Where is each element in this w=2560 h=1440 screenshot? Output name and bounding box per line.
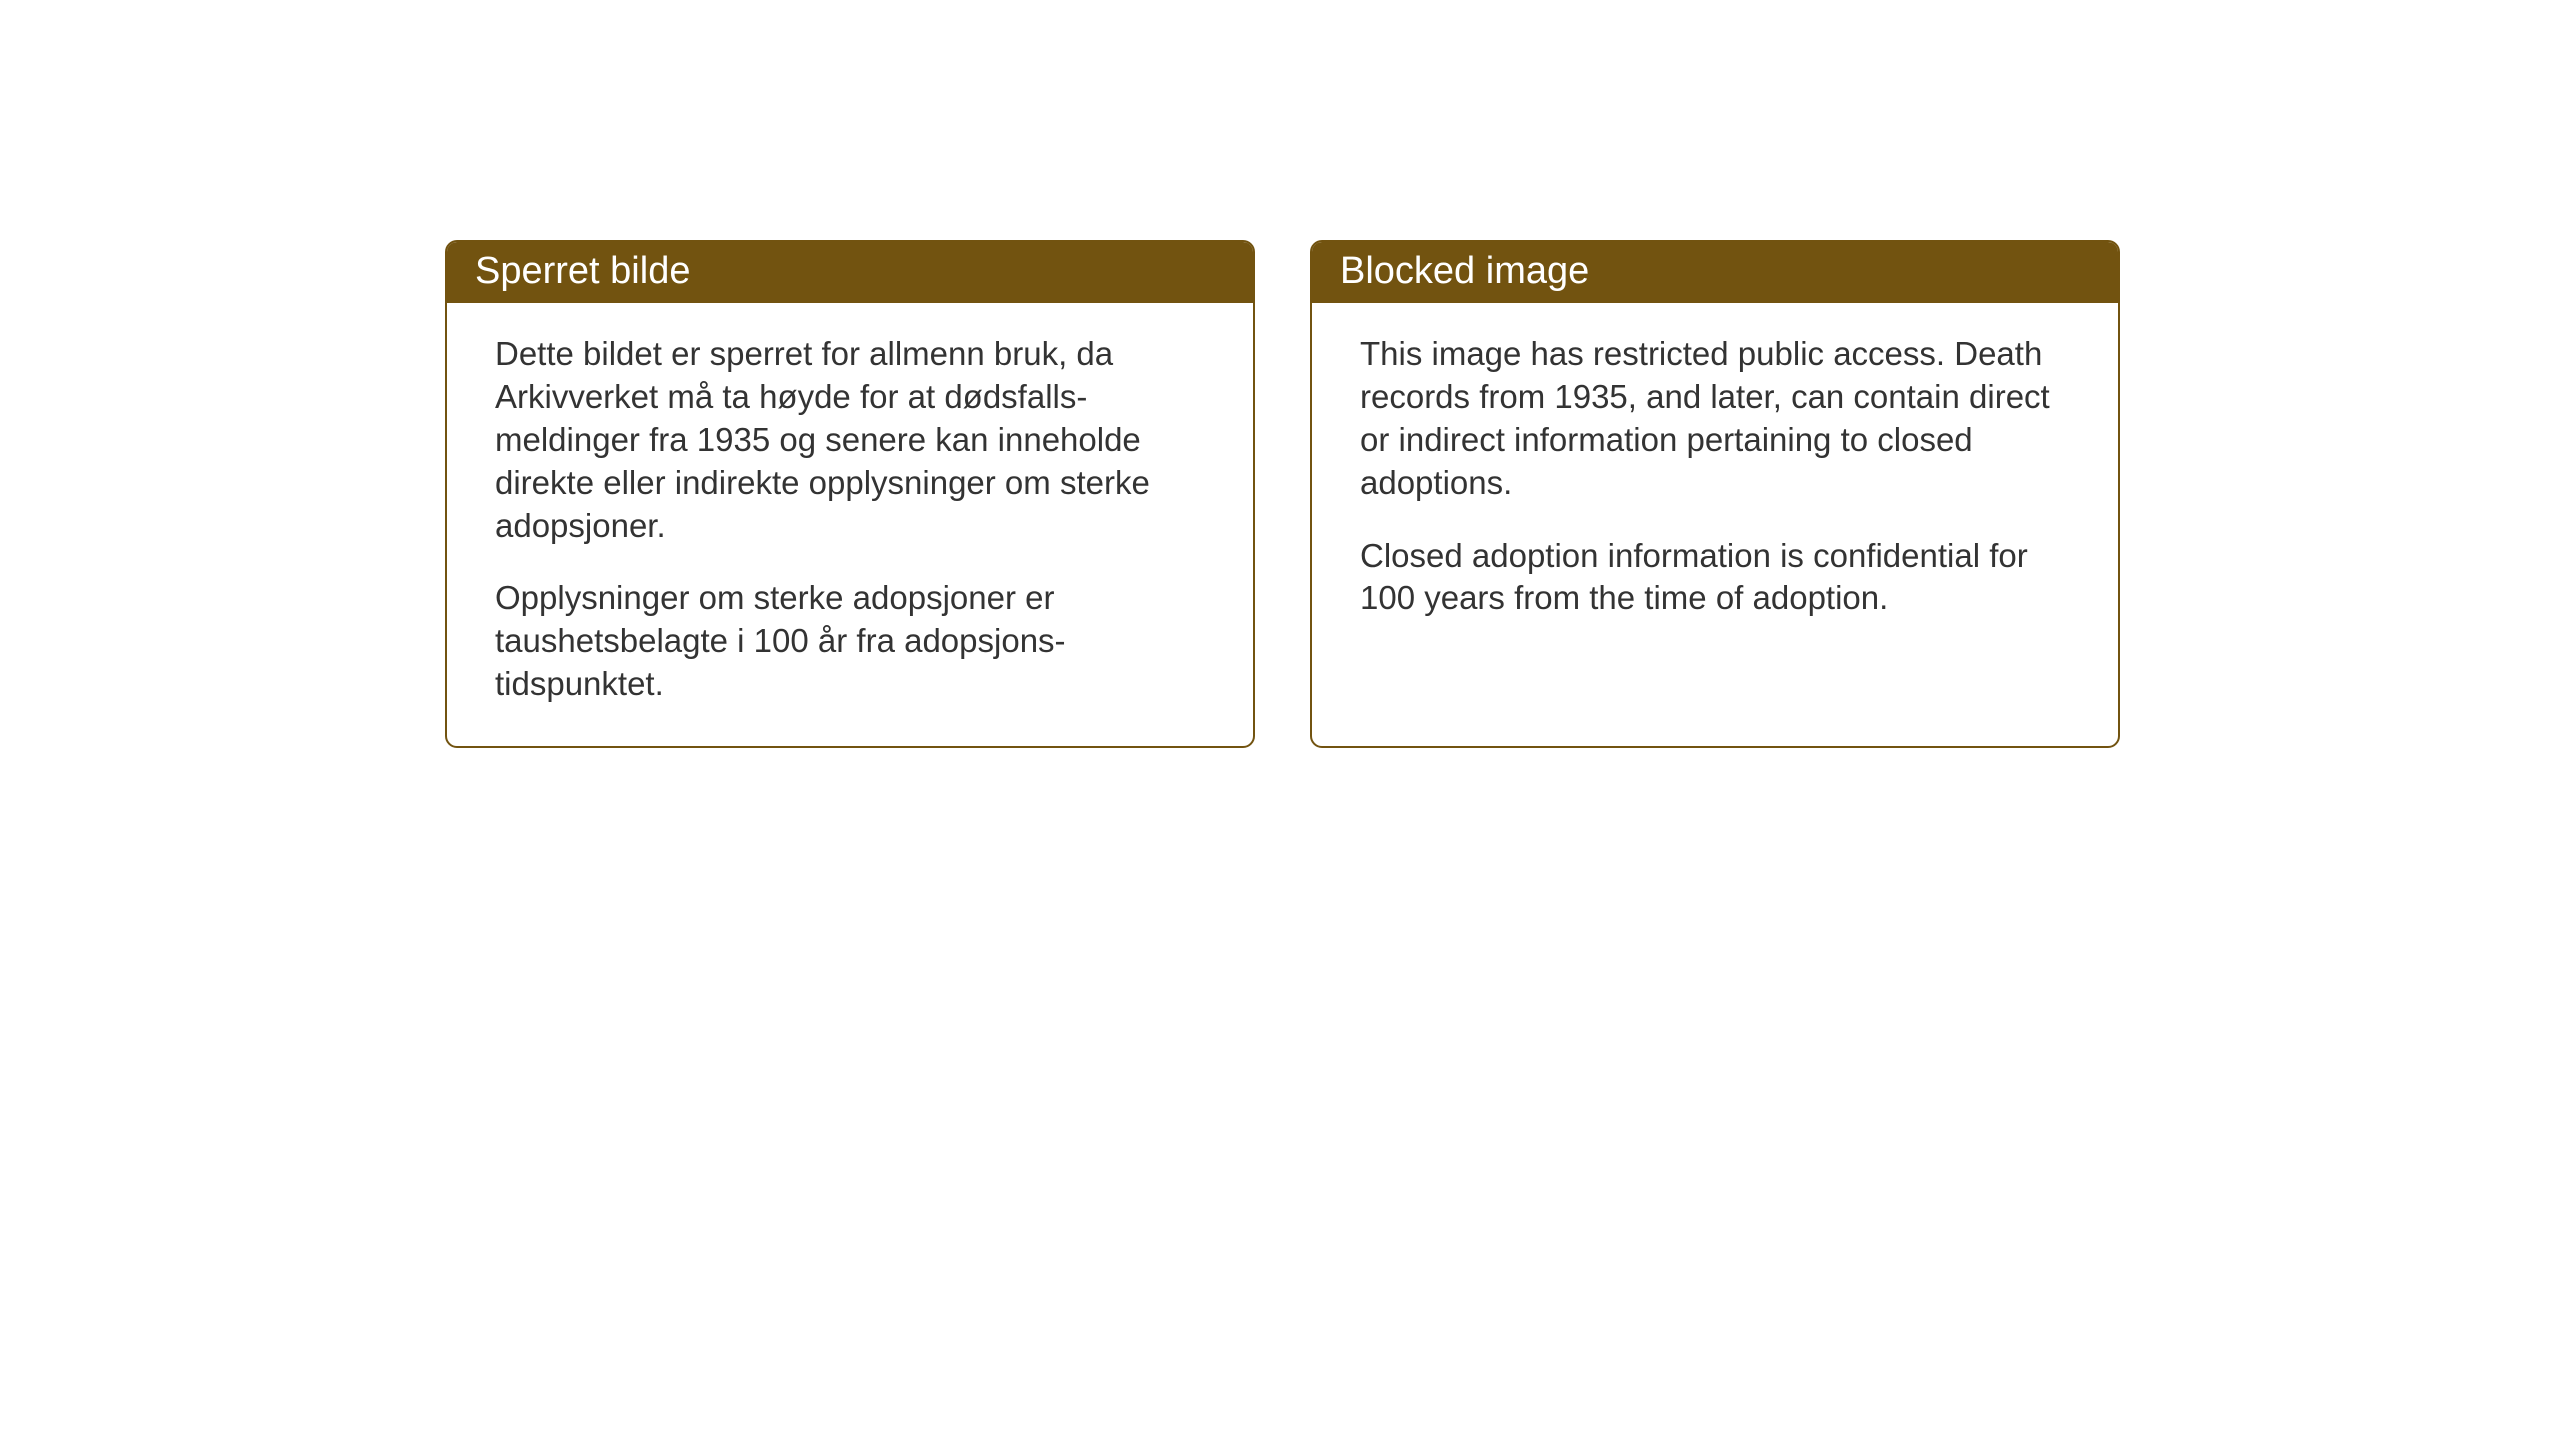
card-norwegian: Sperret bilde Dette bildet er sperret fo… [445,240,1255,748]
card-title-english: Blocked image [1340,250,1589,292]
card-body-norwegian: Dette bildet er sperret for allmenn bruk… [447,303,1253,746]
cards-container: Sperret bilde Dette bildet er sperret fo… [445,240,2120,748]
card-paragraph2-norwegian: Opplysninger om sterke adopsjoner er tau… [495,577,1205,706]
card-paragraph1-norwegian: Dette bildet er sperret for allmenn bruk… [495,333,1205,547]
card-paragraph1-english: This image has restricted public access.… [1360,333,2070,505]
card-paragraph2-english: Closed adoption information is confident… [1360,535,2070,621]
card-english: Blocked image This image has restricted … [1310,240,2120,748]
card-header-norwegian: Sperret bilde [447,242,1253,303]
card-title-norwegian: Sperret bilde [475,250,690,292]
card-body-english: This image has restricted public access.… [1312,303,2118,700]
card-header-english: Blocked image [1312,242,2118,303]
